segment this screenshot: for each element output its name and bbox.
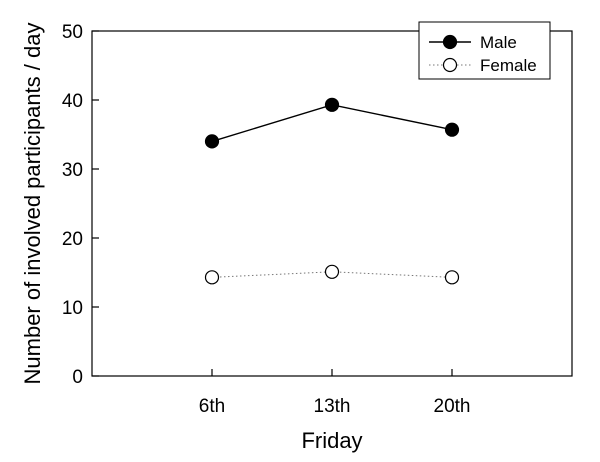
- female-legend-marker: [442, 57, 458, 73]
- male-point-13th: [324, 97, 340, 112]
- y-tick-label: 0: [72, 367, 83, 388]
- female-point-6th: [204, 270, 220, 285]
- legend-box: [418, 21, 551, 80]
- plot-area-frame: [91, 30, 573, 377]
- series-layer: [204, 97, 460, 285]
- y-axis-title: Number of involved participants / day: [20, 23, 45, 385]
- female-legend-label: Female: [480, 56, 537, 75]
- x-tick-label: 13th: [314, 396, 351, 417]
- y-tick-label: 10: [62, 298, 83, 319]
- legend: Male Female: [418, 21, 551, 80]
- y-tick-label: 40: [62, 91, 83, 112]
- y-tick-label: 20: [62, 229, 83, 250]
- y-axis-ticks: 0 10 20 30 40 50: [62, 22, 99, 388]
- male-legend-label: Male: [480, 33, 517, 52]
- female-point-20th: [444, 270, 460, 285]
- x-axis-title: Friday: [301, 428, 362, 453]
- y-tick-label: 50: [62, 22, 83, 43]
- male-legend-marker: [442, 34, 458, 50]
- y-tick-label: 30: [62, 160, 83, 181]
- x-tick-label: 6th: [199, 396, 225, 417]
- male-point-6th: [204, 134, 220, 149]
- female-point-13th: [324, 264, 340, 279]
- male-point-20th: [444, 122, 460, 137]
- x-tick-label: 20th: [434, 396, 471, 417]
- x-axis-ticks: 6th 13th 20th: [199, 369, 471, 417]
